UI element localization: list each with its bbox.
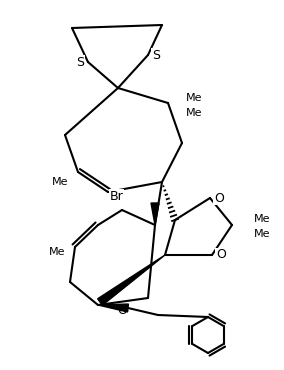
- Text: Me: Me: [186, 93, 202, 103]
- Polygon shape: [98, 304, 128, 312]
- Text: Me: Me: [52, 177, 68, 187]
- Text: O: O: [117, 305, 127, 317]
- Polygon shape: [151, 203, 159, 225]
- Text: Me: Me: [186, 108, 202, 118]
- Text: S: S: [76, 56, 84, 68]
- Text: Me: Me: [254, 214, 270, 224]
- Text: S: S: [152, 48, 160, 61]
- Text: Me: Me: [254, 229, 270, 239]
- Text: O: O: [214, 192, 224, 205]
- Text: O: O: [216, 249, 226, 262]
- Polygon shape: [98, 255, 165, 305]
- Text: Br: Br: [110, 189, 124, 202]
- Text: Me: Me: [49, 247, 65, 257]
